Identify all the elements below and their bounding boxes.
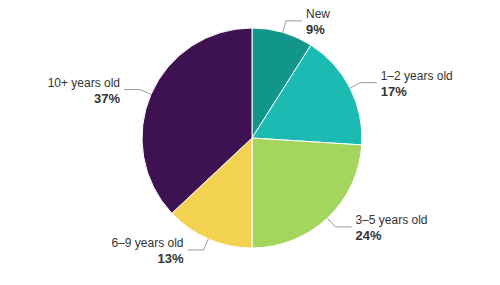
svg-text:New: New [306, 7, 330, 21]
svg-text:3–5 years old: 3–5 years old [356, 213, 428, 227]
svg-text:9%: 9% [306, 22, 325, 37]
svg-text:10+ years old: 10+ years old [48, 76, 120, 90]
svg-text:1–2 years old: 1–2 years old [381, 69, 453, 83]
svg-text:13%: 13% [158, 251, 184, 266]
svg-text:24%: 24% [356, 228, 382, 243]
svg-text:17%: 17% [381, 84, 407, 99]
svg-text:6–9 years old: 6–9 years old [112, 236, 184, 250]
svg-text:37%: 37% [94, 91, 120, 106]
